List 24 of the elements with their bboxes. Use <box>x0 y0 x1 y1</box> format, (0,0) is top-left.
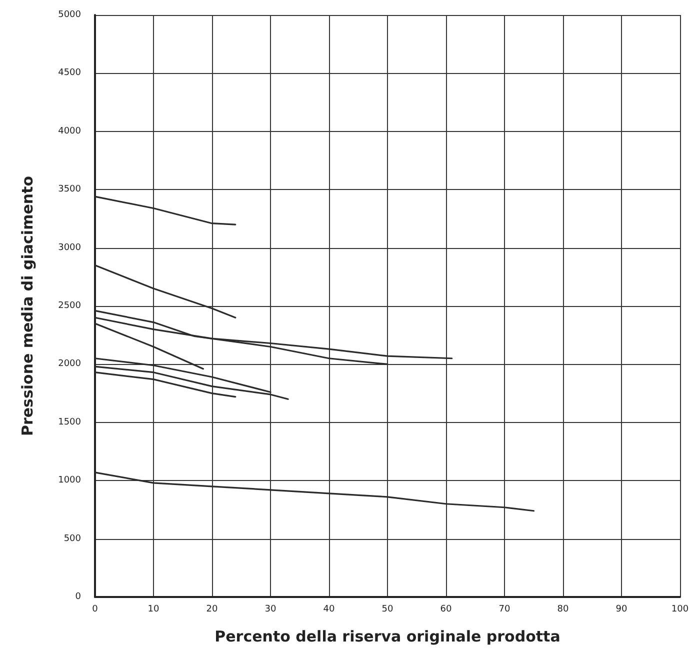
x-tick-label: 100 <box>671 604 689 614</box>
x-tick-label: 20 <box>206 604 218 614</box>
y-tick-label: 3500 <box>58 184 82 195</box>
y-tick-label: 0 <box>75 592 82 602</box>
x-tick-label: 90 <box>616 604 628 614</box>
y-axis-title: Pressione media di giacimento <box>18 176 36 436</box>
x-tick-label: 40 <box>323 604 335 614</box>
y-tick-label: 4500 <box>58 68 82 78</box>
x-tick-label: 0 <box>92 604 98 614</box>
x-tick-label: 50 <box>382 604 394 614</box>
x-tick-label: 70 <box>498 604 510 614</box>
y-tick-label: 4000 <box>58 126 82 136</box>
x-tick-label: 60 <box>440 604 452 614</box>
y-tick-label: 3000 <box>58 242 82 253</box>
x-tick-label: 10 <box>148 604 160 614</box>
y-tick-label: 2000 <box>58 359 82 370</box>
x-tick-label: 30 <box>264 604 276 614</box>
y-tick-label: 1000 <box>58 476 82 486</box>
y-tick-label: 2500 <box>58 301 82 311</box>
y-tick-label: 1500 <box>58 417 82 428</box>
y-tick-label: 500 <box>64 534 82 544</box>
y-tick-label: 5000 <box>58 10 82 20</box>
x-tick-label: 80 <box>557 604 569 614</box>
x-axis-title: Percento della riserva originale prodotta <box>214 628 560 646</box>
